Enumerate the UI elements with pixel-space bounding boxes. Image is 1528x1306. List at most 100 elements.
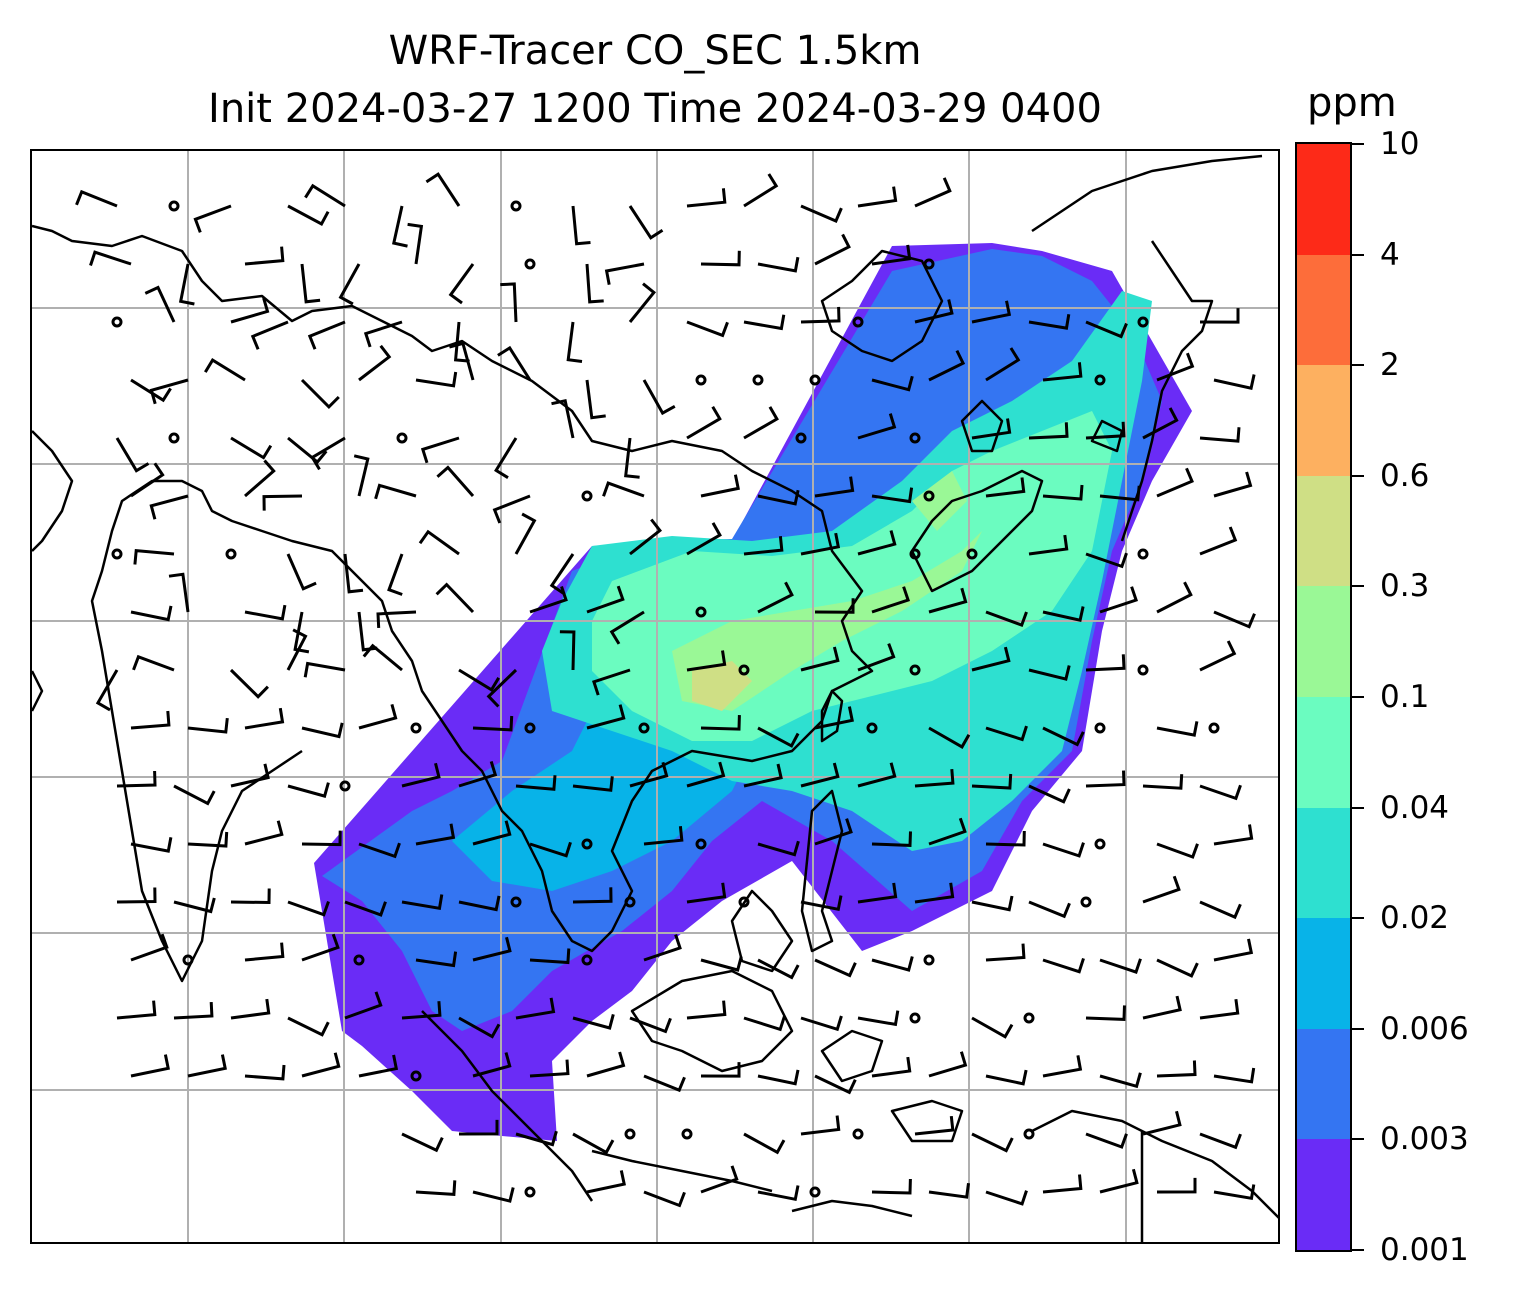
wind-barb bbox=[173, 897, 216, 914]
colorbar-tick bbox=[1352, 143, 1364, 145]
wind-barb bbox=[604, 262, 645, 285]
wind-barb bbox=[686, 761, 726, 788]
wind-barb bbox=[244, 942, 285, 962]
wind-barb bbox=[407, 222, 424, 265]
wind-barb bbox=[1199, 784, 1242, 801]
wind-barb bbox=[435, 582, 475, 614]
wind-barb bbox=[686, 522, 722, 556]
wind-barb bbox=[814, 706, 854, 730]
wind-barb bbox=[642, 379, 676, 416]
wind-barb bbox=[287, 1016, 330, 1037]
wind-barb bbox=[1213, 1184, 1256, 1201]
colorbar-tick bbox=[1352, 1138, 1364, 1141]
wind-barb bbox=[985, 477, 1026, 498]
wind-barb bbox=[472, 1052, 512, 1078]
calm-wind-marker bbox=[1094, 374, 1106, 386]
calm-wind-marker bbox=[1137, 548, 1149, 560]
wind-barb bbox=[436, 465, 475, 497]
wind-barb bbox=[914, 177, 952, 208]
wind-barb bbox=[871, 487, 914, 504]
wind-barb bbox=[500, 282, 518, 323]
wind-barb bbox=[686, 1000, 727, 1020]
wind-barb bbox=[985, 610, 1028, 628]
wind-barb bbox=[133, 548, 175, 565]
wind-barb bbox=[1085, 421, 1126, 440]
wind-barb bbox=[230, 436, 273, 460]
wind-barb bbox=[1199, 640, 1237, 672]
wind-barb bbox=[472, 936, 512, 962]
wind-barb bbox=[75, 189, 118, 208]
wind-barb bbox=[985, 725, 1028, 742]
wind-barb bbox=[1213, 471, 1253, 498]
wind-barb bbox=[757, 1069, 800, 1086]
wind-barb bbox=[187, 1054, 227, 1078]
calm-wind-marker bbox=[923, 954, 935, 966]
wind-barb bbox=[628, 205, 664, 240]
wind-barb bbox=[871, 1178, 912, 1195]
wind-barb bbox=[130, 462, 165, 498]
wind-barb bbox=[515, 775, 557, 791]
wind-barb bbox=[1099, 485, 1141, 502]
calm-wind-marker bbox=[1094, 722, 1106, 734]
wind-barb bbox=[928, 817, 967, 846]
wind-barb bbox=[572, 1014, 615, 1030]
wind-barb bbox=[985, 347, 1021, 382]
wind-barb bbox=[357, 611, 378, 652]
colorbar-tick-label: 0.04 bbox=[1380, 789, 1450, 826]
colorbar bbox=[1295, 142, 1352, 1252]
calm-wind-marker bbox=[738, 896, 750, 908]
wind-barb bbox=[914, 882, 955, 904]
calm-wind-marker bbox=[809, 374, 821, 386]
colorbar-segment bbox=[1297, 1028, 1350, 1140]
wind-barb bbox=[1085, 1132, 1128, 1149]
colorbar-segment bbox=[1297, 918, 1350, 1029]
wind-barb bbox=[301, 1052, 341, 1078]
colorbar-tick-label: 0.02 bbox=[1380, 900, 1450, 937]
wind-barb bbox=[585, 263, 604, 304]
calm-wind-marker bbox=[111, 548, 123, 560]
colorbar-tick-label: 0.001 bbox=[1380, 1232, 1469, 1268]
tracer-field-level-6 bbox=[672, 471, 982, 711]
calm-wind-marker bbox=[1023, 1128, 1035, 1140]
wind-barb bbox=[1142, 774, 1184, 790]
wind-barb bbox=[1042, 1174, 1083, 1194]
wind-barb bbox=[168, 572, 190, 613]
colorbar-tick bbox=[1352, 1249, 1364, 1251]
wind-barb bbox=[449, 341, 475, 381]
wind-barb bbox=[971, 418, 1012, 440]
wind-barb bbox=[857, 413, 897, 440]
wind-barb bbox=[928, 726, 971, 749]
calm-wind-marker bbox=[510, 896, 522, 908]
wind-barb bbox=[515, 1130, 558, 1147]
wind-barb bbox=[374, 483, 417, 500]
wind-barb bbox=[1042, 842, 1085, 858]
wind-barb bbox=[743, 536, 784, 556]
wind-barb bbox=[814, 958, 857, 978]
wind-barb bbox=[301, 933, 340, 962]
wind-barb bbox=[700, 1062, 741, 1078]
calm-wind-marker bbox=[638, 722, 650, 734]
calm-wind-marker bbox=[510, 200, 522, 212]
wind-barb bbox=[585, 379, 606, 420]
wind-barb bbox=[244, 1064, 286, 1081]
calm-wind-marker bbox=[738, 664, 750, 676]
wind-barb bbox=[420, 436, 460, 464]
wind-barb bbox=[244, 459, 276, 498]
wind-barb bbox=[571, 205, 591, 246]
wind-barb bbox=[1156, 581, 1193, 614]
colorbar-tick-label: 0.3 bbox=[1380, 568, 1430, 605]
wind-barb bbox=[914, 299, 954, 324]
wind-barb bbox=[871, 586, 911, 614]
wind-barb bbox=[971, 895, 1014, 912]
wind-barb bbox=[757, 726, 800, 748]
wind-barb bbox=[529, 1059, 570, 1078]
calm-wind-marker bbox=[909, 664, 921, 676]
calm-wind-markers bbox=[111, 200, 1220, 1198]
wind-barb bbox=[144, 285, 176, 323]
wind-barb bbox=[971, 1132, 1014, 1153]
calm-wind-marker bbox=[524, 258, 536, 270]
wind-barb bbox=[757, 581, 794, 614]
wind-barb bbox=[358, 704, 398, 730]
wind-barb bbox=[928, 1183, 970, 1199]
wind-barb bbox=[415, 951, 458, 968]
